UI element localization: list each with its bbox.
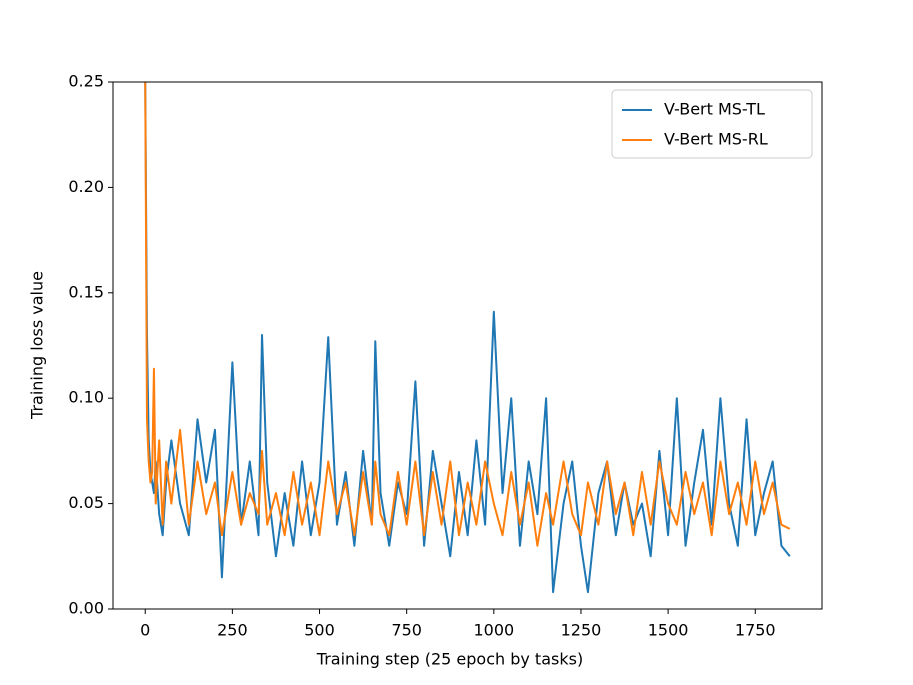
y-tick-label: 0.05 [68, 493, 104, 512]
x-tick-label: 1000 [473, 621, 514, 640]
plot-frame [112, 81, 823, 610]
x-tick-label: 1750 [735, 621, 776, 640]
series-line [144, 82, 791, 594]
legend-label: V-Bert MS-TL [664, 100, 765, 119]
x-axis-label: Training step (25 epoch by tasks) [316, 650, 583, 669]
y-tick-label: 0.25 [68, 72, 104, 91]
legend-label: V-Bert MS-RL [664, 130, 768, 149]
x-tick-label: 250 [217, 621, 248, 640]
y-tick-label: 0.20 [68, 177, 104, 196]
series-line [144, 82, 791, 547]
x-tick-label: 750 [391, 621, 422, 640]
y-axis-label: Training loss value [28, 271, 47, 420]
y-tick-label: 0.00 [68, 599, 104, 618]
legend-box [611, 89, 813, 159]
x-tick-label: 1500 [648, 621, 689, 640]
x-tick-label: 1250 [561, 621, 602, 640]
y-tick-label: 0.15 [68, 282, 104, 301]
x-tick-label: 500 [304, 621, 335, 640]
x-tick-label: 0 [140, 621, 150, 640]
y-tick-label: 0.10 [68, 388, 104, 407]
